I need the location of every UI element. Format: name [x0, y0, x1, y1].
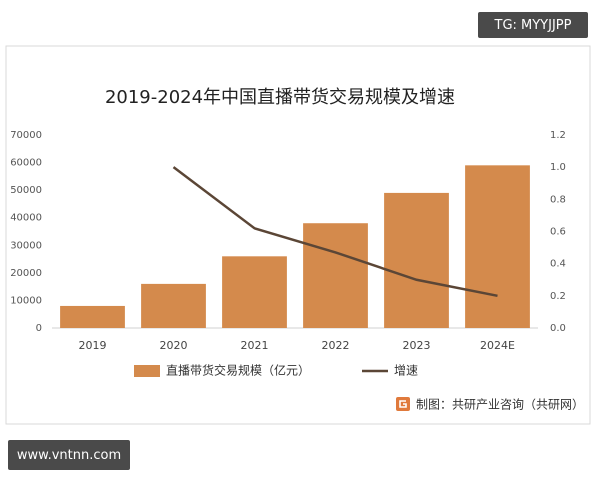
legend-label: 增速 — [394, 364, 418, 378]
source-icon-glyph — [399, 400, 407, 408]
source: 制图：共研产业咨询（共研网） — [416, 397, 584, 412]
y-tick-label: 30000 — [10, 240, 42, 251]
x-tick-label: 2023 — [403, 339, 431, 352]
bar — [60, 305, 125, 328]
badge: TG: MYYJJPP — [478, 12, 588, 38]
bar — [303, 223, 368, 328]
legend-label: 直播带货交易规模（亿元） — [166, 363, 310, 378]
y2-tick-label: 0.0 — [550, 323, 566, 334]
y-tick-label: 50000 — [10, 185, 42, 196]
y2-tick-label: 0.8 — [550, 194, 566, 205]
x-tick-label: 2020 — [160, 339, 188, 352]
x-tick-label: 2024E — [480, 339, 515, 352]
y-tick-label: 0 — [36, 323, 42, 334]
bar — [141, 283, 206, 328]
y-tick-label: 60000 — [10, 158, 42, 169]
y-tick-label: 20000 — [10, 268, 42, 279]
bar — [222, 256, 287, 328]
badge: www.vntnn.com — [8, 440, 130, 470]
x-tick-label: 2019 — [79, 339, 107, 352]
y2-tick-label: 0.6 — [550, 227, 566, 238]
y2-tick-label: 1.2 — [550, 130, 566, 141]
y2-tick-label: 0.4 — [550, 259, 566, 270]
x-tick-label: 2022 — [322, 339, 350, 352]
y2-tick-label: 1.0 — [550, 162, 566, 173]
y-tick-label: 70000 — [10, 130, 42, 141]
line — [172, 166, 498, 298]
y2-tick-label: 0.2 — [550, 291, 566, 302]
y-tick-label: 10000 — [10, 295, 42, 306]
bar — [384, 192, 449, 328]
chart-frame — [5, 45, 591, 425]
legend-swatch — [134, 365, 160, 377]
y-tick-label: 40000 — [10, 213, 42, 224]
bar — [465, 165, 530, 328]
x-tick-label: 2021 — [241, 339, 269, 352]
chart-title: 2019-2024年中国直播带货交易规模及增速 — [105, 87, 455, 108]
